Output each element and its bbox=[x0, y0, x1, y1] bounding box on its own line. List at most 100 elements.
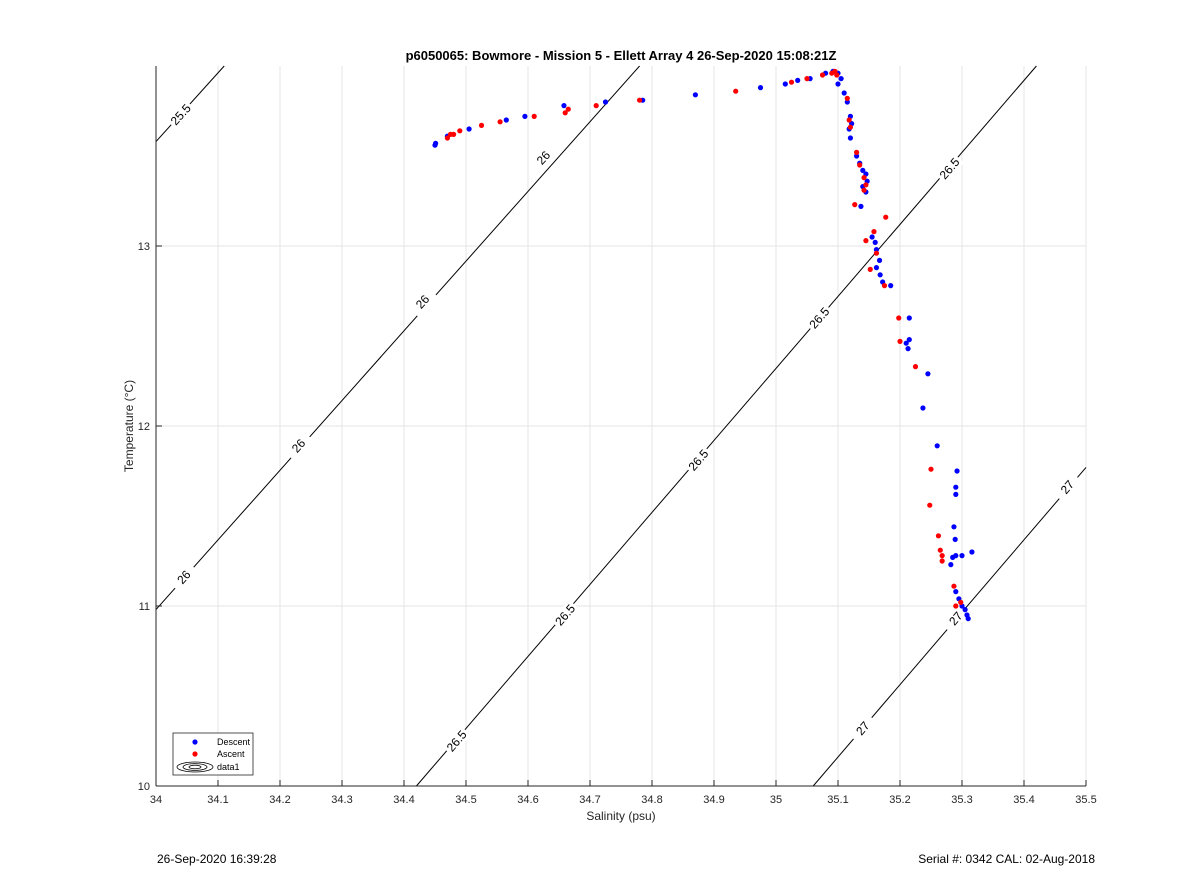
ascent-point bbox=[912, 364, 919, 370]
x-tick-label: 35 bbox=[770, 794, 782, 806]
descent-point bbox=[466, 126, 472, 132]
axes: 34 34.1 34.2 34.3 34.4 34.5 34.6 34.7 34.8 34.9 35… bbox=[138, 66, 1097, 806]
x-tick-label: 34.8 bbox=[641, 794, 662, 806]
chart-title: p6050065: Bowmore - Mission 5 - Ellett A… bbox=[406, 48, 837, 63]
contour-label-bg bbox=[935, 153, 965, 184]
descent-point bbox=[860, 167, 866, 173]
ascent-point bbox=[593, 103, 599, 109]
ascent-point bbox=[478, 122, 485, 128]
descent-point bbox=[782, 81, 788, 87]
x-axis-label: Salinity (psu) bbox=[586, 809, 655, 823]
descent-point bbox=[965, 616, 971, 622]
y-axis-label: Temperature (°C) bbox=[122, 380, 136, 472]
x-tick-label: 34.7 bbox=[579, 794, 600, 806]
ascent-point bbox=[857, 162, 863, 168]
ascent-point bbox=[562, 110, 568, 116]
contour-label-bg bbox=[284, 430, 314, 461]
descent-point bbox=[847, 135, 854, 141]
descent-point bbox=[835, 81, 841, 87]
descent-point bbox=[948, 562, 954, 568]
contour-label-bg bbox=[166, 99, 196, 130]
contour-line-25.5 bbox=[155, 65, 225, 142]
ascent-point bbox=[637, 97, 643, 103]
x-tick-label: 34 bbox=[150, 794, 162, 806]
legend-label: Ascent bbox=[217, 749, 245, 759]
contour-label-bg bbox=[804, 302, 834, 334]
x-tick-label: 34.4 bbox=[393, 794, 414, 806]
ascent-point bbox=[881, 283, 888, 289]
descent-point bbox=[951, 524, 957, 530]
y-tick-label: 13 bbox=[138, 241, 150, 253]
contour-label-bg bbox=[528, 142, 559, 173]
descent-point bbox=[433, 140, 439, 146]
contour-label-bg bbox=[684, 445, 713, 476]
descent-point bbox=[888, 283, 894, 289]
descent-point bbox=[858, 203, 864, 209]
x-tick-label: 34.9 bbox=[703, 794, 724, 806]
descent-point bbox=[872, 239, 878, 245]
descent-point bbox=[795, 77, 801, 83]
x-tick-label: 35.1 bbox=[827, 794, 848, 806]
ascent-point bbox=[863, 182, 869, 188]
ascent-point bbox=[958, 599, 964, 606]
descent-point bbox=[838, 76, 844, 82]
descent-point bbox=[953, 484, 959, 490]
descent-point bbox=[925, 371, 931, 377]
ascent-point bbox=[847, 124, 854, 130]
ascent-point bbox=[928, 466, 934, 472]
descent-point bbox=[906, 315, 912, 321]
contour-label-bg bbox=[550, 599, 580, 631]
ascent-point bbox=[897, 338, 903, 344]
ascent-point bbox=[531, 113, 537, 119]
ascent-point bbox=[854, 149, 860, 155]
ascent-point bbox=[883, 214, 889, 220]
legend: Descent Ascent data1 bbox=[172, 732, 254, 776]
legend-label: data1 bbox=[217, 762, 240, 772]
descent-point bbox=[962, 607, 968, 613]
grid bbox=[155, 66, 1087, 787]
descent-point bbox=[959, 553, 965, 559]
descent-point bbox=[953, 589, 959, 595]
ascent-point bbox=[457, 128, 463, 134]
x-tick-label: 34.1 bbox=[207, 794, 228, 806]
ascent-point bbox=[951, 583, 957, 589]
descent-point bbox=[905, 346, 911, 352]
ascent-point bbox=[852, 202, 858, 208]
descent-point bbox=[522, 113, 528, 119]
ascent-point bbox=[937, 547, 943, 553]
ascent-point bbox=[896, 315, 902, 321]
ascent-point bbox=[788, 79, 795, 85]
descent-point bbox=[561, 103, 567, 109]
ascent-point bbox=[861, 187, 867, 193]
ascent-point bbox=[846, 117, 852, 123]
descent-point bbox=[954, 468, 960, 474]
descent-point bbox=[841, 90, 847, 96]
ascent-point bbox=[819, 72, 826, 78]
descent-point bbox=[903, 340, 909, 346]
ascent-point bbox=[939, 558, 945, 564]
contour-label-bg bbox=[408, 286, 438, 317]
x-tick-label: 34.3 bbox=[331, 794, 352, 806]
descent-point bbox=[969, 549, 975, 555]
y-tick-label: 12 bbox=[138, 421, 150, 433]
descent-point bbox=[854, 153, 860, 159]
ascent-point bbox=[497, 119, 503, 125]
data-points bbox=[432, 68, 975, 622]
descent-point bbox=[877, 272, 883, 278]
ascent-point bbox=[873, 250, 880, 256]
contour-label-bg bbox=[169, 562, 199, 593]
x-tick-label: 35.4 bbox=[1013, 794, 1034, 806]
x-tick-label: 35.5 bbox=[1075, 794, 1096, 806]
x-tick-label: 34.2 bbox=[269, 794, 290, 806]
x-tick-label: 35.3 bbox=[951, 794, 972, 806]
ascent-point bbox=[804, 76, 810, 82]
x-tick-label: 34.6 bbox=[517, 794, 538, 806]
ascent-point bbox=[871, 229, 877, 235]
descent-point bbox=[906, 337, 912, 343]
ascent-point bbox=[863, 238, 869, 244]
descent-point bbox=[876, 257, 883, 263]
descent-point bbox=[873, 247, 880, 253]
descent-point bbox=[503, 117, 509, 123]
ascent-point bbox=[935, 533, 942, 539]
